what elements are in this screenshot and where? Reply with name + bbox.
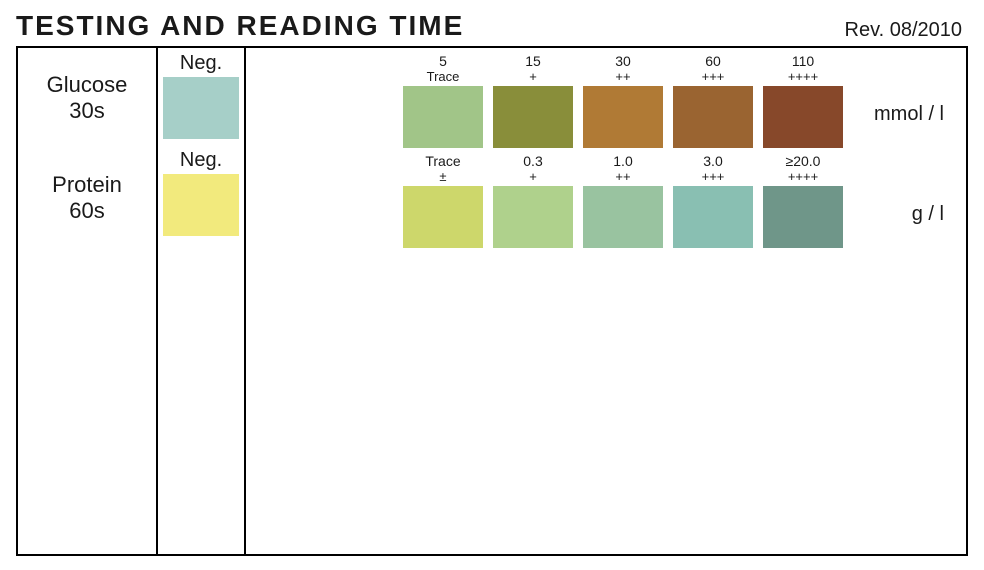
- swatch-value: ≥20.0: [786, 154, 821, 169]
- swatch-symbol: +++: [702, 170, 725, 184]
- swatch-cell: 5Trace: [398, 54, 488, 148]
- color-swatch: [763, 86, 843, 148]
- swatch-value: 0.3: [523, 154, 542, 169]
- neg-swatch: [163, 77, 239, 139]
- swatch-group: 5Trace 15+ 30++ 60+++ 110++++: [398, 54, 848, 148]
- swatch-row: 5Trace 15+ 30++ 60+++ 110++++: [258, 48, 954, 148]
- swatch-cell: 0.3+: [488, 154, 578, 248]
- chart-frame: Glucose 30s Protein 60s Neg. Neg. 5Trace: [16, 46, 968, 556]
- swatch-row: Trace± 0.3+ 1.0++ 3.0+++ ≥20.0++++: [258, 148, 954, 248]
- color-swatch: [583, 186, 663, 248]
- swatch-value: 1.0: [613, 154, 632, 169]
- unit-label: g / l: [912, 203, 944, 226]
- color-swatch: [403, 86, 483, 148]
- swatch-value: 30: [615, 54, 631, 69]
- swatch-value: 15: [525, 54, 541, 69]
- swatch-cell: ≥20.0++++: [758, 154, 848, 248]
- swatch-cell: 1.0++: [578, 154, 668, 248]
- swatch-symbol: ++++: [788, 70, 818, 84]
- swatch-value: Trace: [425, 154, 460, 169]
- color-swatch: [673, 86, 753, 148]
- test-time: 30s: [69, 98, 104, 124]
- swatch-symbol: ++: [615, 70, 631, 84]
- neg-swatch: [163, 174, 239, 236]
- swatch-group: Trace± 0.3+ 1.0++ 3.0+++ ≥20.0++++: [398, 154, 848, 248]
- color-swatch: [763, 186, 843, 248]
- color-swatch: [493, 186, 573, 248]
- swatch-cell: 60+++: [668, 54, 758, 148]
- swatch-symbol: +++: [702, 70, 725, 84]
- test-name: Glucose: [47, 72, 128, 98]
- swatch-symbol: ++: [613, 170, 632, 184]
- color-swatch: [493, 86, 573, 148]
- swatch-cell: 15+: [488, 54, 578, 148]
- neg-cell: Neg.: [163, 149, 239, 236]
- swatch-cell: Trace±: [398, 154, 488, 248]
- color-swatch: [673, 186, 753, 248]
- neg-cell: Neg.: [163, 52, 239, 139]
- swatch-symbol: ++++: [786, 170, 821, 184]
- test-name: Protein: [52, 172, 122, 198]
- swatch-value: 60: [702, 54, 725, 69]
- unit-label: mmol / l: [874, 103, 944, 126]
- page-title: TESTING AND READING TIME: [16, 10, 464, 42]
- label-column: Glucose 30s Protein 60s: [18, 48, 158, 554]
- swatch-value: 5: [427, 54, 460, 69]
- negative-column: Neg. Neg.: [158, 48, 246, 554]
- swatch-cell: 3.0+++: [668, 154, 758, 248]
- swatch-symbol: +: [523, 170, 542, 184]
- swatch-cell: 30++: [578, 54, 668, 148]
- row-label: Protein 60s: [18, 148, 156, 248]
- color-swatch: [403, 186, 483, 248]
- color-swatch: [583, 86, 663, 148]
- swatch-symbol: +: [525, 70, 541, 84]
- neg-label: Neg.: [180, 149, 222, 172]
- swatch-cell: 110++++: [758, 54, 848, 148]
- header: TESTING AND READING TIME Rev. 08/2010: [16, 10, 968, 42]
- test-time: 60s: [69, 198, 104, 224]
- swatch-area: 5Trace 15+ 30++ 60+++ 110++++: [246, 48, 966, 554]
- swatch-symbol: Trace: [427, 70, 460, 84]
- neg-label: Neg.: [180, 52, 222, 75]
- swatch-symbol: ±: [425, 170, 460, 184]
- swatch-value: 110: [788, 54, 818, 69]
- row-label: Glucose 30s: [18, 48, 156, 148]
- swatch-value: 3.0: [702, 154, 725, 169]
- revision-label: Rev. 08/2010: [845, 19, 963, 42]
